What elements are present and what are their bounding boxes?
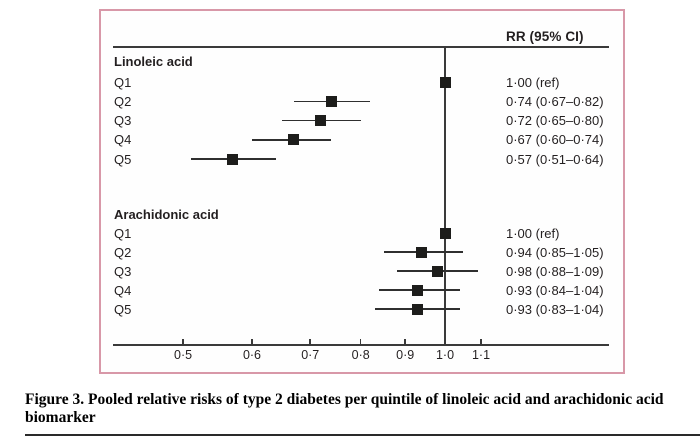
x-axis-tick-label: 1·0: [435, 348, 455, 362]
rr-ci-text: 1·00 (ref): [506, 225, 560, 241]
x-axis-line: [113, 344, 609, 346]
x-axis-tick: [444, 339, 446, 344]
quintile-label: Q3: [114, 263, 132, 279]
x-axis-tick-label: 0·5: [174, 348, 193, 362]
plot-frame: [99, 9, 625, 374]
quintile-label: Q2: [114, 93, 132, 109]
x-axis-tick: [251, 339, 253, 344]
rr-ci-text: 0·57 (0·51–0·64): [506, 151, 604, 167]
forest-marker: [288, 134, 300, 146]
x-axis-tick: [359, 339, 362, 344]
forest-marker: [412, 303, 424, 315]
forest-marker: [416, 246, 428, 258]
quintile-label: Q5: [114, 301, 132, 317]
forest-marker: [325, 95, 337, 107]
x-axis-tick-label: 0·8: [351, 348, 370, 362]
rr-ci-text: 0·93 (0·84–1·04): [506, 282, 604, 298]
forest-marker: [227, 153, 239, 165]
rr-ci-text: 0·74 (0·67–0·82): [506, 93, 604, 109]
quintile-label: Q5: [114, 151, 132, 167]
quintile-label: Q3: [114, 113, 132, 129]
forest-marker: [315, 115, 327, 127]
x-axis-tick: [480, 339, 482, 344]
group-label: Linoleic acid: [114, 54, 193, 69]
forest-marker: [431, 265, 443, 277]
x-axis-tick-label: 0·7: [301, 348, 320, 362]
rr-ci-text: 0·94 (0·85–1·05): [506, 244, 604, 260]
reference-line: [444, 46, 446, 344]
rr-ci-text: 0·93 (0·83–1·04): [506, 301, 604, 317]
rr-ci-text: 1·00 (ref): [506, 74, 560, 90]
rr-ci-text: 0·72 (0·65–0·80): [506, 113, 604, 129]
rr-ci-text: 0·67 (0·60–0·74): [506, 132, 604, 148]
quintile-label: Q2: [114, 244, 132, 260]
x-axis-tick: [404, 339, 406, 344]
rr-ci-text: 0·98 (0·88–1·09): [506, 263, 604, 279]
quintile-label: Q1: [114, 225, 132, 241]
forest-marker: [439, 227, 451, 239]
rr-column-header: RR (95% CI): [506, 29, 584, 44]
forest-marker: [439, 76, 451, 88]
forest-marker: [412, 284, 424, 296]
x-axis-tick-label: 0·6: [242, 348, 262, 362]
bottom-divider: [25, 434, 700, 436]
x-axis-tick-label: 0·9: [396, 348, 415, 362]
figure-caption: Figure 3. Pooled relative risks of type …: [25, 391, 664, 426]
quintile-label: Q1: [114, 74, 132, 90]
x-axis-tick: [182, 339, 184, 344]
quintile-label: Q4: [114, 282, 132, 298]
x-axis-tick-label: 1·1: [471, 348, 491, 362]
header-underline: [113, 46, 609, 48]
group-label: Arachidonic acid: [114, 207, 219, 222]
quintile-label: Q4: [114, 132, 132, 148]
x-axis-tick: [309, 339, 311, 344]
